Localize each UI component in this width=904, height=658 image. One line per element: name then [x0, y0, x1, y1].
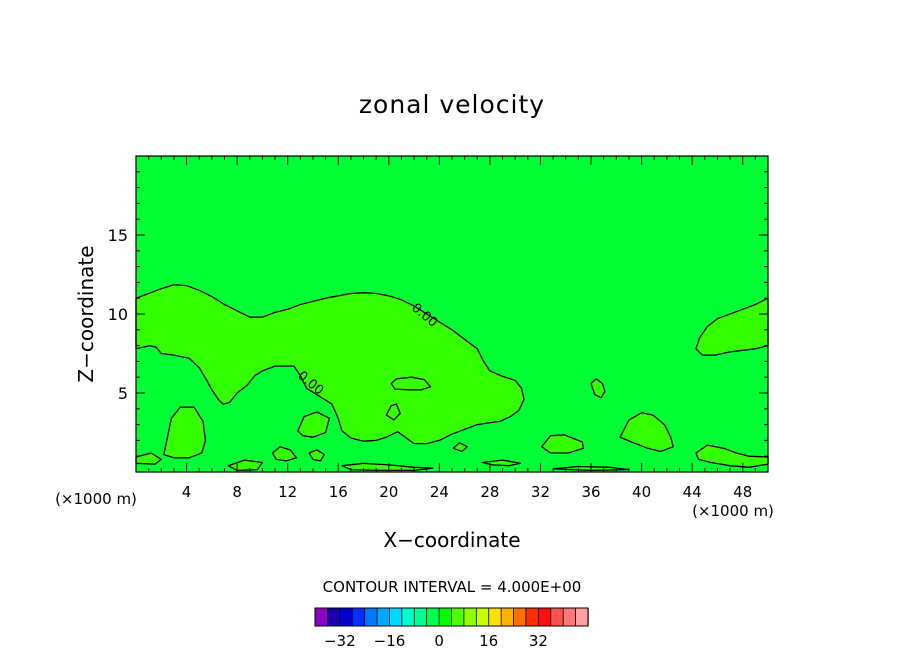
colorbar-label-2: 0	[434, 632, 444, 650]
colorbar-swatch-3	[351, 607, 366, 627]
colorbar-swatch-10	[438, 607, 453, 627]
contour-interval-text: CONTOUR INTERVAL = 4.000E+00	[323, 578, 582, 596]
colorbar-swatch-13	[475, 607, 490, 627]
colorbar-swatch-9	[426, 607, 440, 627]
colorbar-swatch-4	[364, 607, 378, 627]
contour-island-25.7-1.6	[452, 442, 468, 453]
colorbar-swatch-18	[537, 607, 552, 627]
colorbar-swatch-14	[488, 607, 502, 627]
colorbar-swatch-0	[314, 607, 329, 627]
colorbar-label-0: −32	[324, 632, 356, 650]
contour-strip-18-0.5	[341, 462, 434, 472]
y-tick-label-10: 10	[108, 305, 128, 324]
contour-regions	[135, 284, 769, 472]
contour-island-14-3	[297, 411, 331, 438]
colorbar: −32 −16 0 16 32	[314, 607, 589, 650]
contour-main-region	[135, 284, 525, 445]
colorbar-swatch-21	[575, 607, 589, 627]
colorbar-label-4: 32	[529, 632, 548, 650]
colorbar-swatch-6	[389, 607, 403, 627]
x-tick-label-8: 8	[232, 483, 242, 501]
colorbar-frame	[314, 607, 589, 627]
colorbar-swatch-16	[513, 607, 527, 627]
colorbar-swatch-2	[339, 607, 353, 627]
contour-island-3.5-2.5	[163, 406, 207, 459]
colorbar-swatch-1	[327, 607, 341, 627]
x-tick-label-4: 4	[182, 483, 192, 501]
x-tick-label-24: 24	[430, 483, 449, 501]
x-tick-label-12: 12	[278, 483, 297, 501]
contour-island-40.5-2.5	[619, 412, 674, 453]
chart-title: zonal velocity	[359, 90, 545, 119]
x-axis-label: X−coordinate	[383, 528, 520, 552]
contour-island-20-5.5	[390, 376, 432, 391]
contour-island-14.5-1.0	[308, 449, 325, 462]
colorbar-swatch-15	[500, 607, 515, 627]
contour-strip-29-0.6	[481, 459, 521, 467]
x-unit-right: (×1000 m)	[692, 502, 774, 520]
colorbar-label-1: −16	[374, 632, 406, 650]
contour-island-right-upper	[695, 297, 769, 356]
x-tick-label-28: 28	[480, 483, 499, 501]
colorbar-swatch-7	[401, 607, 415, 627]
x-tick-label-44: 44	[683, 483, 702, 501]
contour-island-36.5-5.3	[590, 378, 606, 399]
colorbar-swatch-20	[562, 607, 577, 627]
colorbar-swatch-11	[451, 607, 465, 627]
colorbar-swatch-8	[413, 607, 428, 627]
contour-island-33.5-1.9	[541, 434, 585, 454]
y-tick-label-5: 5	[118, 384, 128, 403]
x-unit-left: (×1000 m)	[55, 490, 137, 508]
colorbar-swatch-12	[463, 607, 478, 627]
y-tick-label-15: 15	[108, 226, 128, 245]
x-tick-label-40: 40	[632, 483, 651, 501]
x-tick-label-20: 20	[379, 483, 398, 501]
colorbar-label-3: 16	[479, 632, 498, 650]
colorbar-swatch-19	[550, 607, 564, 627]
contour-island-20.2-3.8	[385, 403, 401, 421]
contour-island-11.5-1.1	[271, 446, 298, 462]
x-tick-label-48: 48	[733, 483, 752, 501]
colorbar-swatch-17	[525, 607, 540, 627]
y-axis-label: Z−coordinate	[74, 245, 98, 382]
x-tick-label-16: 16	[329, 483, 348, 501]
x-tick-label-32: 32	[531, 483, 550, 501]
colorbar-swatch-5	[376, 607, 391, 627]
x-tick-label-36: 36	[581, 483, 600, 501]
